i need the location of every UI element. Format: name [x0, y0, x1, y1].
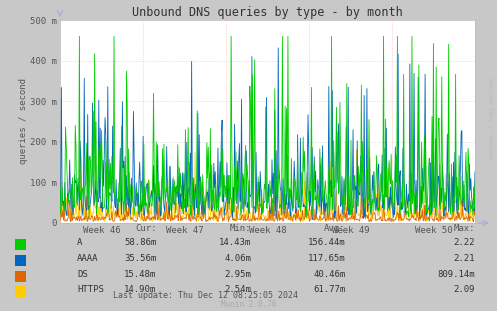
Text: 15.48m: 15.48m [124, 270, 157, 279]
Text: AAAA: AAAA [77, 254, 98, 263]
Text: RRDTOOL / TOBI OETIKER: RRDTOOL / TOBI OETIKER [490, 77, 495, 160]
Text: DS: DS [77, 270, 88, 279]
Text: 117.65m: 117.65m [308, 254, 345, 263]
Text: 2.09: 2.09 [453, 285, 475, 294]
Text: 58.86m: 58.86m [124, 238, 157, 247]
Text: 2.21: 2.21 [453, 254, 475, 263]
Text: 14.43m: 14.43m [219, 238, 251, 247]
Text: Avg:: Avg: [324, 224, 345, 233]
Text: 4.06m: 4.06m [224, 254, 251, 263]
Text: Munin 2.0.76: Munin 2.0.76 [221, 300, 276, 309]
Text: 2.22: 2.22 [453, 238, 475, 247]
Y-axis label: queries / second: queries / second [18, 78, 27, 165]
Text: A: A [77, 238, 83, 247]
Text: Max:: Max: [453, 224, 475, 233]
Text: 2.54m: 2.54m [224, 285, 251, 294]
Text: 40.46m: 40.46m [313, 270, 345, 279]
Text: 35.56m: 35.56m [124, 254, 157, 263]
Text: 61.77m: 61.77m [313, 285, 345, 294]
Text: 2.95m: 2.95m [224, 270, 251, 279]
Text: 14.90m: 14.90m [124, 285, 157, 294]
Title: Unbound DNS queries by type - by month: Unbound DNS queries by type - by month [132, 6, 403, 19]
Text: Last update: Thu Dec 12 08:25:05 2024: Last update: Thu Dec 12 08:25:05 2024 [113, 291, 298, 300]
Text: 156.44m: 156.44m [308, 238, 345, 247]
Text: Cur:: Cur: [135, 224, 157, 233]
Text: Min:: Min: [230, 224, 251, 233]
Text: 809.14m: 809.14m [437, 270, 475, 279]
Text: HTTPS: HTTPS [77, 285, 104, 294]
